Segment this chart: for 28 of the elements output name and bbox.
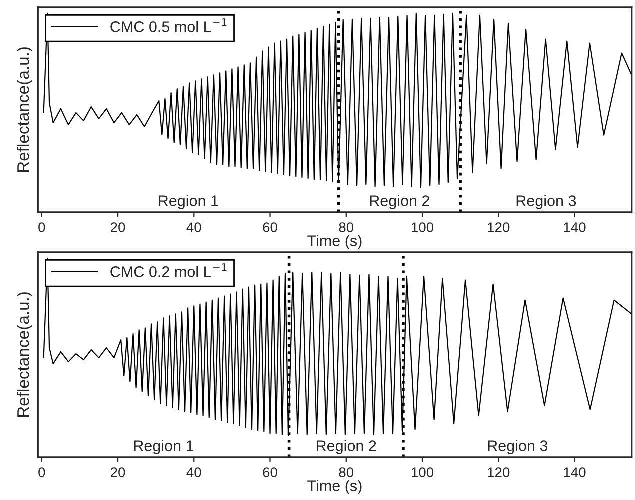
annotation: Region 1	[159, 195, 218, 210]
x-tick-label: 100	[412, 222, 434, 232]
x-tick-label: 100	[412, 468, 434, 478]
x-tick-label: 140	[564, 222, 586, 232]
x-tick-label: 0	[38, 468, 46, 478]
x-tick-label: 0	[38, 222, 46, 232]
x-tick-label: 60	[263, 468, 278, 478]
x-tick-label: 120	[488, 468, 510, 478]
x-axis-title: Time (s)	[308, 235, 362, 250]
annotation: Region 1	[134, 440, 194, 454]
x-tick-label: 40	[186, 222, 202, 232]
annotation: Region 3	[488, 440, 548, 454]
annotation: Region 3	[516, 195, 576, 210]
x-tick-label: 140	[564, 468, 586, 478]
x-tick-label: 60	[263, 222, 278, 232]
annotation: Region 2	[317, 440, 376, 454]
y-axis-title: Reflectance(a.u.)	[17, 292, 33, 418]
x-tick-label: 80	[339, 468, 354, 478]
x-tick-label: 40	[186, 468, 202, 478]
x-tick-label: 20	[111, 468, 126, 478]
x-tick-label: 120	[488, 222, 510, 232]
x-axis-title: Time (s)	[308, 480, 362, 494]
legend-label: CMC 0.2 mol L$^{−1}$	[110, 264, 227, 278]
y-axis-title: Reflectance(a.u.)	[17, 48, 33, 172]
x-tick-label: 80	[339, 222, 354, 232]
annotation: Region 2	[370, 195, 430, 210]
x-tick-label: 20	[111, 222, 126, 232]
legend-label: CMC 0.5 mol L$^{−1}$	[110, 18, 227, 32]
